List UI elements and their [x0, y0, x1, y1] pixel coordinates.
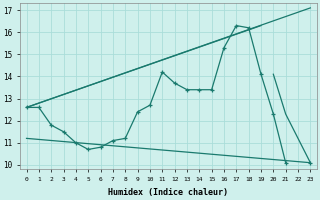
X-axis label: Humidex (Indice chaleur): Humidex (Indice chaleur)	[108, 188, 228, 197]
